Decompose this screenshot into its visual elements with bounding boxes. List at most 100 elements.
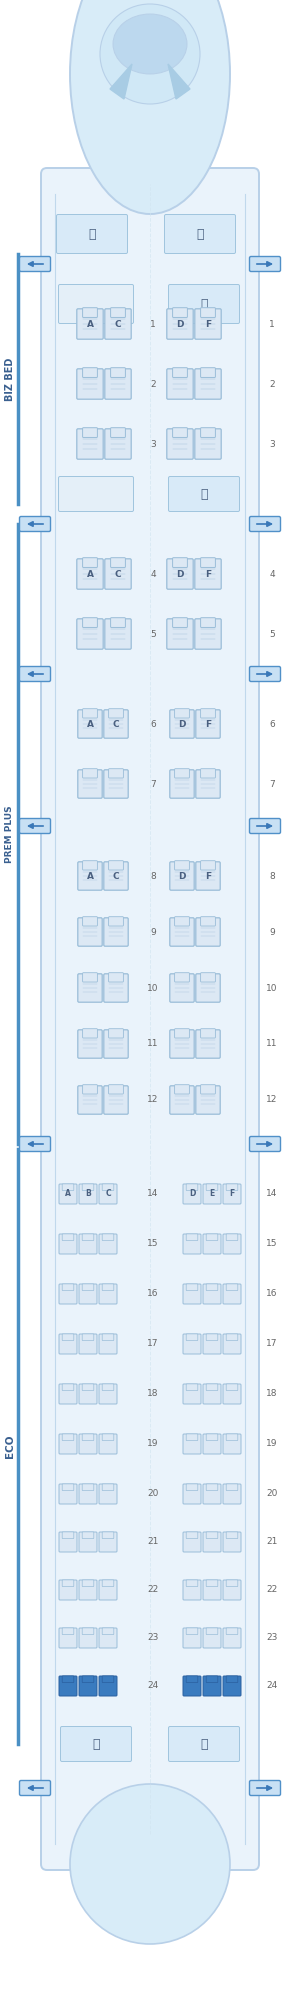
FancyBboxPatch shape — [201, 617, 215, 627]
FancyBboxPatch shape — [59, 1335, 77, 1355]
FancyBboxPatch shape — [201, 916, 215, 926]
FancyBboxPatch shape — [206, 1184, 218, 1190]
FancyBboxPatch shape — [82, 1028, 98, 1038]
FancyBboxPatch shape — [82, 1234, 94, 1240]
FancyBboxPatch shape — [59, 1485, 77, 1503]
FancyBboxPatch shape — [20, 257, 50, 271]
FancyBboxPatch shape — [223, 1234, 241, 1255]
Text: 10: 10 — [147, 984, 159, 992]
FancyBboxPatch shape — [82, 1531, 94, 1539]
FancyBboxPatch shape — [109, 1028, 123, 1038]
Text: 🚾: 🚾 — [200, 487, 208, 501]
Text: 🚾: 🚾 — [92, 1737, 100, 1751]
Text: 3: 3 — [150, 439, 156, 449]
FancyBboxPatch shape — [201, 860, 215, 870]
FancyBboxPatch shape — [79, 1627, 97, 1647]
FancyBboxPatch shape — [99, 1385, 117, 1405]
Text: 12: 12 — [266, 1096, 278, 1104]
FancyBboxPatch shape — [172, 427, 188, 437]
Polygon shape — [110, 64, 132, 98]
FancyBboxPatch shape — [78, 918, 102, 946]
FancyBboxPatch shape — [186, 1579, 198, 1587]
FancyBboxPatch shape — [201, 367, 215, 377]
FancyBboxPatch shape — [203, 1435, 221, 1455]
FancyBboxPatch shape — [183, 1234, 201, 1255]
FancyBboxPatch shape — [226, 1627, 238, 1635]
FancyBboxPatch shape — [203, 1184, 221, 1204]
FancyBboxPatch shape — [62, 1483, 74, 1491]
FancyBboxPatch shape — [79, 1485, 97, 1503]
Ellipse shape — [100, 4, 200, 104]
Text: F: F — [230, 1190, 235, 1198]
FancyBboxPatch shape — [82, 1483, 94, 1491]
FancyBboxPatch shape — [20, 667, 50, 681]
FancyBboxPatch shape — [62, 1385, 74, 1391]
Text: 21: 21 — [266, 1537, 278, 1547]
FancyBboxPatch shape — [62, 1579, 74, 1587]
FancyBboxPatch shape — [226, 1435, 238, 1441]
Text: F: F — [205, 569, 211, 579]
Text: D: D — [189, 1190, 195, 1198]
FancyBboxPatch shape — [201, 770, 215, 778]
Text: C: C — [113, 719, 119, 729]
Text: 1: 1 — [269, 319, 275, 329]
Text: B: B — [85, 1190, 91, 1198]
FancyBboxPatch shape — [196, 770, 220, 798]
FancyBboxPatch shape — [77, 309, 103, 339]
FancyBboxPatch shape — [102, 1335, 114, 1341]
FancyBboxPatch shape — [186, 1184, 198, 1190]
Text: D: D — [178, 872, 186, 880]
FancyBboxPatch shape — [203, 1579, 221, 1599]
FancyBboxPatch shape — [78, 862, 102, 890]
FancyBboxPatch shape — [183, 1485, 201, 1503]
FancyBboxPatch shape — [206, 1627, 218, 1635]
Text: F: F — [205, 872, 211, 880]
Text: 19: 19 — [266, 1439, 278, 1449]
FancyBboxPatch shape — [99, 1579, 117, 1599]
FancyBboxPatch shape — [183, 1335, 201, 1355]
FancyBboxPatch shape — [223, 1627, 241, 1647]
Ellipse shape — [70, 0, 230, 214]
FancyBboxPatch shape — [172, 617, 188, 627]
FancyBboxPatch shape — [104, 918, 128, 946]
Text: 10: 10 — [266, 984, 278, 992]
FancyBboxPatch shape — [203, 1485, 221, 1503]
FancyBboxPatch shape — [109, 770, 123, 778]
FancyBboxPatch shape — [183, 1579, 201, 1599]
FancyBboxPatch shape — [169, 1727, 239, 1762]
FancyBboxPatch shape — [183, 1675, 201, 1695]
Text: C: C — [113, 872, 119, 880]
Text: A: A — [86, 319, 94, 329]
FancyBboxPatch shape — [175, 972, 189, 982]
FancyBboxPatch shape — [203, 1627, 221, 1647]
Text: 6: 6 — [269, 719, 275, 729]
FancyBboxPatch shape — [82, 427, 98, 437]
FancyBboxPatch shape — [201, 1084, 215, 1094]
FancyBboxPatch shape — [170, 974, 194, 1002]
FancyBboxPatch shape — [82, 367, 98, 377]
FancyBboxPatch shape — [164, 214, 236, 253]
Text: 9: 9 — [269, 928, 275, 936]
FancyBboxPatch shape — [104, 1030, 128, 1058]
FancyBboxPatch shape — [186, 1335, 198, 1341]
FancyBboxPatch shape — [223, 1579, 241, 1599]
FancyBboxPatch shape — [203, 1335, 221, 1355]
Text: 7: 7 — [269, 780, 275, 788]
FancyBboxPatch shape — [250, 1136, 280, 1152]
FancyBboxPatch shape — [223, 1435, 241, 1455]
FancyBboxPatch shape — [59, 1234, 77, 1255]
FancyBboxPatch shape — [195, 619, 221, 649]
FancyBboxPatch shape — [172, 309, 188, 317]
FancyBboxPatch shape — [196, 862, 220, 890]
FancyBboxPatch shape — [82, 1579, 94, 1587]
FancyBboxPatch shape — [59, 1627, 77, 1647]
FancyBboxPatch shape — [183, 1285, 201, 1305]
FancyBboxPatch shape — [77, 559, 103, 589]
Text: D: D — [176, 319, 184, 329]
FancyBboxPatch shape — [109, 916, 123, 926]
Text: 3: 3 — [269, 439, 275, 449]
FancyBboxPatch shape — [58, 477, 134, 511]
FancyBboxPatch shape — [172, 367, 188, 377]
FancyBboxPatch shape — [79, 1675, 97, 1695]
FancyBboxPatch shape — [20, 517, 50, 531]
